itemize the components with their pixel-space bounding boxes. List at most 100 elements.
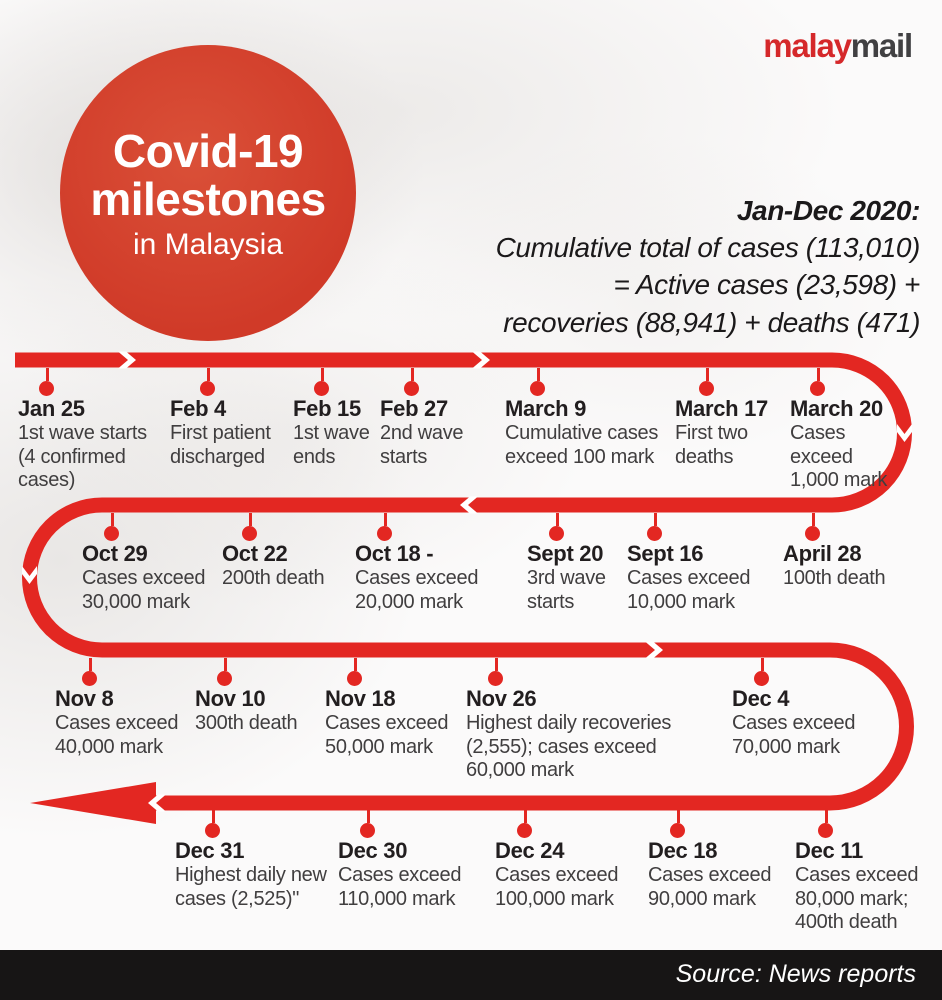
milestone-date: Dec 4: [732, 686, 790, 711]
milestone-dec-31: Dec 31 Highest daily new cases (2,525)": [175, 810, 343, 911]
milestone-sept-20: Sept 20 3rd wave starts: [527, 513, 622, 614]
source-text: Source: News reports: [675, 960, 916, 988]
milestone-desc: Cases exceed 1,000 mark: [790, 422, 888, 492]
milestone-connector: [217, 658, 233, 686]
chevron-right-icon: [645, 641, 663, 659]
milestone-march-17: March 17 First two deaths: [675, 368, 775, 469]
milestone-oct-29: Oct 29 Cases exceed 30,000 mark: [82, 513, 222, 614]
milestone-oct-22: Oct 22 200th death: [222, 513, 347, 591]
summary-line1: Cumulative total of cases (113,010): [495, 232, 921, 264]
logo-text-mail: mail: [850, 27, 913, 64]
milestone-date: Dec 31: [175, 838, 245, 863]
milestone-desc: 200th death: [222, 567, 325, 590]
milestone-connector: [404, 368, 420, 396]
timeline-dot: [517, 823, 532, 838]
timeline-dot: [217, 671, 232, 686]
timeline-dot: [818, 823, 833, 838]
milestone-date: Oct 29: [82, 541, 148, 566]
summary-block: Jan-Dec 2020: Cumulative total of cases …: [495, 192, 921, 341]
milestone-connector: [360, 810, 376, 838]
milestone-connector: [377, 513, 393, 541]
milestone-desc: 1st wave ends: [293, 422, 370, 468]
title-line2: milestones: [90, 173, 326, 225]
milestone-date: Feb 4: [170, 396, 226, 421]
timeline-dot: [647, 526, 662, 541]
milestone-date: Nov 8: [55, 686, 114, 711]
milestone-jan-25: Jan 25 1st wave starts (4 confirmed case…: [18, 368, 168, 492]
milestone-connector: [347, 658, 363, 686]
timeline-dot: [488, 671, 503, 686]
milestone-feb-15: Feb 15 1st wave ends: [293, 368, 381, 469]
title-line1: Covid-19: [112, 125, 304, 178]
source-footer: Source: News reports: [0, 950, 942, 1000]
milestone-connector: [699, 368, 715, 396]
timeline-dot: [530, 381, 545, 396]
milestone-date: Dec 30: [338, 838, 408, 863]
timeline-dot: [377, 526, 392, 541]
milestone-oct-18: Oct 18 - Cases exceed 20,000 mark: [355, 513, 495, 614]
milestone-date: Oct 18 -: [355, 541, 434, 566]
milestone-feb-4: Feb 4 First patient discharged: [170, 368, 300, 469]
milestone-connector: [39, 368, 55, 396]
milestone-nov-26: Nov 26 Highest daily recoveries (2,555);…: [466, 658, 711, 782]
timeline-dot: [670, 823, 685, 838]
title-circle: Covid-19 milestones in Malaysia: [60, 45, 356, 341]
timeline-dot: [314, 381, 329, 396]
summary-line3: recoveries (88,941) + deaths (471): [503, 306, 920, 338]
milestone-march-9: March 9 Cumulative cases exceed 100 mark: [505, 368, 683, 469]
milestone-connector: [647, 513, 663, 541]
timeline-dot: [810, 381, 825, 396]
milestone-march-20: March 20 Cases exceed 1,000 mark: [790, 368, 902, 492]
milestone-desc: Cases exceed 70,000 mark: [732, 712, 856, 758]
milestone-connector: [200, 368, 216, 396]
milestone-desc: First patient discharged: [170, 422, 271, 468]
milestone-connector: [488, 658, 504, 686]
milestone-nov-18: Nov 18 Cases exceed 50,000 mark: [325, 658, 465, 759]
milestone-desc: 3rd wave starts: [527, 567, 606, 613]
milestone-connector: [754, 658, 770, 686]
timeline-dot: [549, 526, 564, 541]
milestone-connector: [314, 368, 330, 396]
chevron-down-icon: [22, 566, 37, 584]
milestone-date: Oct 22: [222, 541, 288, 566]
milestone-feb-27: Feb 27 2nd wave starts: [380, 368, 480, 469]
milestone-date: Nov 26: [466, 686, 537, 711]
milestone-connector: [805, 513, 821, 541]
milestone-date: Nov 10: [195, 686, 266, 711]
milestone-dec-11: Dec 11 Cases exceed 80,000 mark; 400th d…: [795, 810, 930, 934]
milestone-dec-18: Dec 18 Cases exceed 90,000 mark: [648, 810, 788, 911]
timeline-dot: [404, 381, 419, 396]
milestone-desc: Cases exceed 10,000 mark: [627, 567, 751, 613]
chevron-right-icon: [118, 351, 136, 369]
milestone-date: Sept 16: [627, 541, 704, 566]
milestone-dec-24: Dec 24 Cases exceed 100,000 mark: [495, 810, 645, 911]
milestone-desc: Highest daily recoveries (2,555); cases …: [466, 712, 672, 782]
milestone-desc: Cases exceed 90,000 mark: [648, 864, 772, 910]
milestone-connector: [530, 368, 546, 396]
milestone-desc: Cases exceed 110,000 mark: [338, 864, 462, 910]
milestone-dec-30: Dec 30 Cases exceed 110,000 mark: [338, 810, 488, 911]
milestone-date: Nov 18: [325, 686, 396, 711]
milestone-desc: Cases exceed 50,000 mark: [325, 712, 449, 758]
milestone-date: March 17: [675, 396, 768, 421]
timeline-dot: [242, 526, 257, 541]
milestone-date: March 20: [790, 396, 883, 421]
milestone-desc: Cases exceed 100,000 mark: [495, 864, 619, 910]
milestone-desc: 2nd wave starts: [380, 422, 464, 468]
timeline-dot: [360, 823, 375, 838]
logo-text-malay: malay: [763, 27, 852, 64]
milestone-desc: 300th death: [195, 712, 298, 735]
milestone-connector: [104, 513, 120, 541]
timeline-dot: [347, 671, 362, 686]
milestone-connector: [205, 810, 221, 838]
milestone-desc: 1st wave starts (4 confirmed cases): [18, 422, 147, 492]
milestone-desc: First two deaths: [675, 422, 748, 468]
end-arrowhead-icon: [30, 782, 156, 824]
milestone-desc: Cumulative cases exceed 100 mark: [505, 422, 659, 468]
milestone-connector: [242, 513, 258, 541]
milestone-date: Sept 20: [527, 541, 604, 566]
milestone-connector: [818, 810, 834, 838]
chevron-right-icon: [472, 351, 490, 369]
